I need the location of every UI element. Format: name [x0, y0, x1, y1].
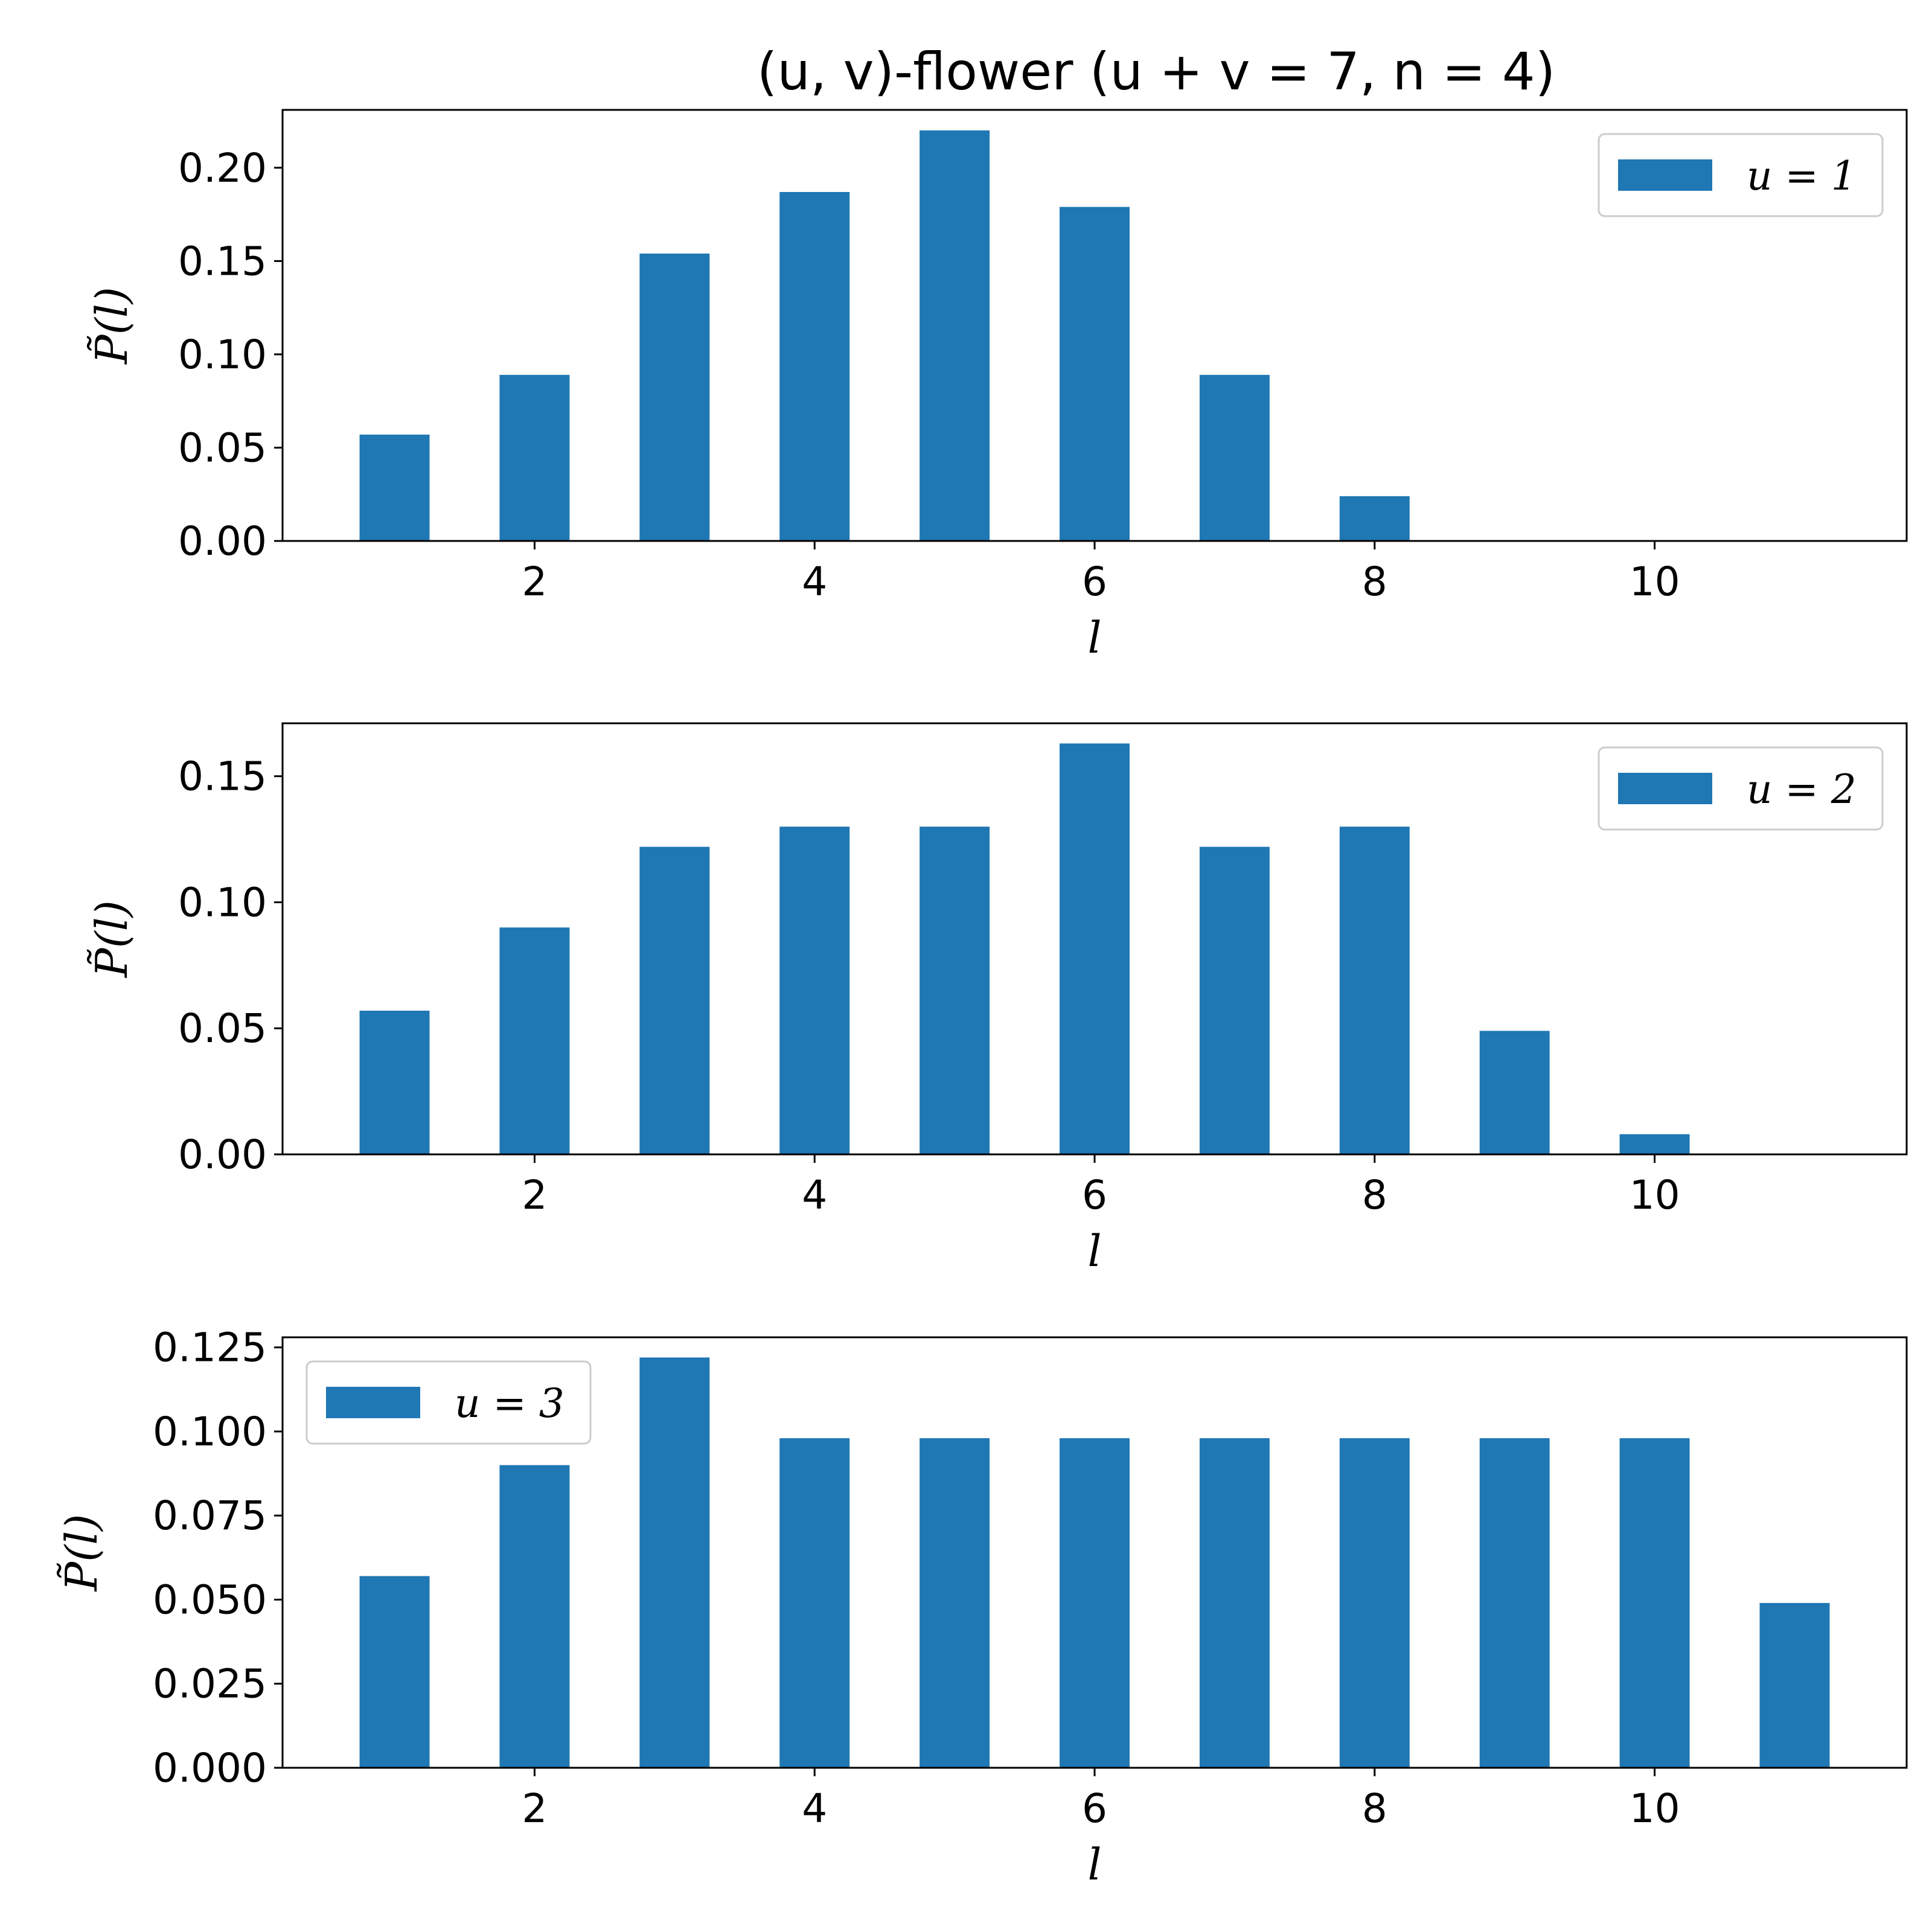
bar — [1479, 1031, 1550, 1154]
bar — [639, 1357, 710, 1768]
x-axis-label: l — [1087, 1226, 1101, 1276]
y-tick-label: 0.025 — [153, 1661, 267, 1707]
y-tick-label: 0.00 — [178, 518, 267, 565]
x-tick-label: 8 — [1362, 1172, 1387, 1218]
y-tick-label: 0.20 — [178, 145, 267, 191]
bar — [1619, 1438, 1690, 1768]
y-axis-label: P̃(l) — [86, 287, 137, 365]
y-axis-label: P̃(l) — [56, 1514, 107, 1593]
bar — [920, 827, 990, 1154]
x-tick-label: 6 — [1082, 1172, 1107, 1218]
x-tick-label: 8 — [1362, 1785, 1387, 1832]
bar — [1060, 743, 1130, 1154]
legend-label: u = 1 — [1747, 153, 1857, 199]
bar — [359, 1576, 430, 1768]
y-tick-label: 0.125 — [153, 1325, 267, 1371]
y-tick-label: 0.075 — [153, 1492, 267, 1539]
bar — [779, 192, 850, 541]
bar — [920, 1438, 990, 1768]
x-axis-label: l — [1087, 612, 1101, 663]
x-tick-label: 2 — [522, 1172, 547, 1218]
y-tick-label: 0.05 — [178, 1005, 267, 1052]
y-tick-label: 0.15 — [178, 238, 267, 284]
legend-swatch — [1618, 159, 1712, 191]
x-tick-label: 4 — [802, 558, 827, 605]
bar — [779, 827, 850, 1154]
x-tick-label: 8 — [1362, 558, 1387, 605]
legend: u = 3 — [305, 1360, 592, 1445]
y-axis-label: P̃(l) — [86, 900, 137, 979]
x-tick-label: 2 — [522, 558, 547, 605]
bar — [1479, 1438, 1550, 1768]
y-tick-label: 0.05 — [178, 424, 267, 471]
bar — [1060, 1438, 1130, 1768]
legend: u = 2 — [1598, 746, 1884, 831]
figure-title: (u, v)-flower (u + v = 7, n = 4) — [757, 42, 1555, 102]
bar — [499, 1465, 570, 1768]
legend-frame — [1598, 746, 1884, 831]
y-tick-label: 0.100 — [153, 1409, 267, 1455]
bar — [1619, 1134, 1690, 1154]
x-axis-label: l — [1087, 1839, 1101, 1890]
legend-label: u = 3 — [455, 1380, 565, 1427]
y-tick-label: 0.10 — [178, 879, 267, 926]
bar — [1759, 1603, 1830, 1768]
bar — [1199, 846, 1270, 1154]
x-tick-label: 10 — [1630, 1172, 1680, 1218]
subplot-2: 2 4 6 8 10 0.00 0.05 0.10 0.15 l P̃(l) u = 2 — [86, 722, 1908, 1276]
legend-label: u = 2 — [1747, 766, 1857, 813]
bar — [359, 434, 430, 541]
x-tick-label: 2 — [522, 1785, 547, 1832]
subplot-1: 2 4 6 8 10 0.00 0.05 0.10 0.15 0.20 l P̃(l) u = 1 — [86, 109, 1908, 663]
bar — [499, 374, 570, 541]
y-tick-label: 0.000 — [153, 1745, 267, 1791]
bar — [779, 1438, 850, 1768]
bar — [639, 254, 710, 541]
y-tick-label: 0.10 — [178, 331, 267, 378]
bar — [1060, 206, 1130, 541]
legend-frame — [1598, 133, 1884, 217]
legend-swatch — [326, 1387, 420, 1418]
legend-frame — [305, 1360, 592, 1445]
bar — [920, 130, 990, 541]
bar — [1199, 1438, 1270, 1768]
bar — [639, 846, 710, 1154]
legend-swatch — [1618, 773, 1712, 804]
x-tick-label: 4 — [802, 1172, 827, 1218]
x-tick-label: 6 — [1082, 1785, 1107, 1832]
x-tick-label: 4 — [802, 1785, 827, 1832]
bar — [499, 927, 570, 1154]
bar — [1339, 496, 1410, 541]
legend: u = 1 — [1598, 133, 1884, 217]
x-tick-label: 6 — [1082, 558, 1107, 605]
bar — [359, 1011, 430, 1154]
y-tick-label: 0.00 — [178, 1131, 267, 1178]
y-tick-label: 0.050 — [153, 1576, 267, 1623]
bar — [1199, 374, 1270, 541]
bar — [1339, 827, 1410, 1154]
x-tick-label: 10 — [1630, 1785, 1680, 1832]
y-tick-label: 0.15 — [178, 753, 267, 800]
bar — [1339, 1438, 1410, 1768]
x-tick-label: 10 — [1630, 558, 1680, 605]
subplot-3: 2 4 6 8 10 0.000 0.025 0.050 0.075 0.100 0.125 l P̃(… — [56, 1325, 1908, 1890]
